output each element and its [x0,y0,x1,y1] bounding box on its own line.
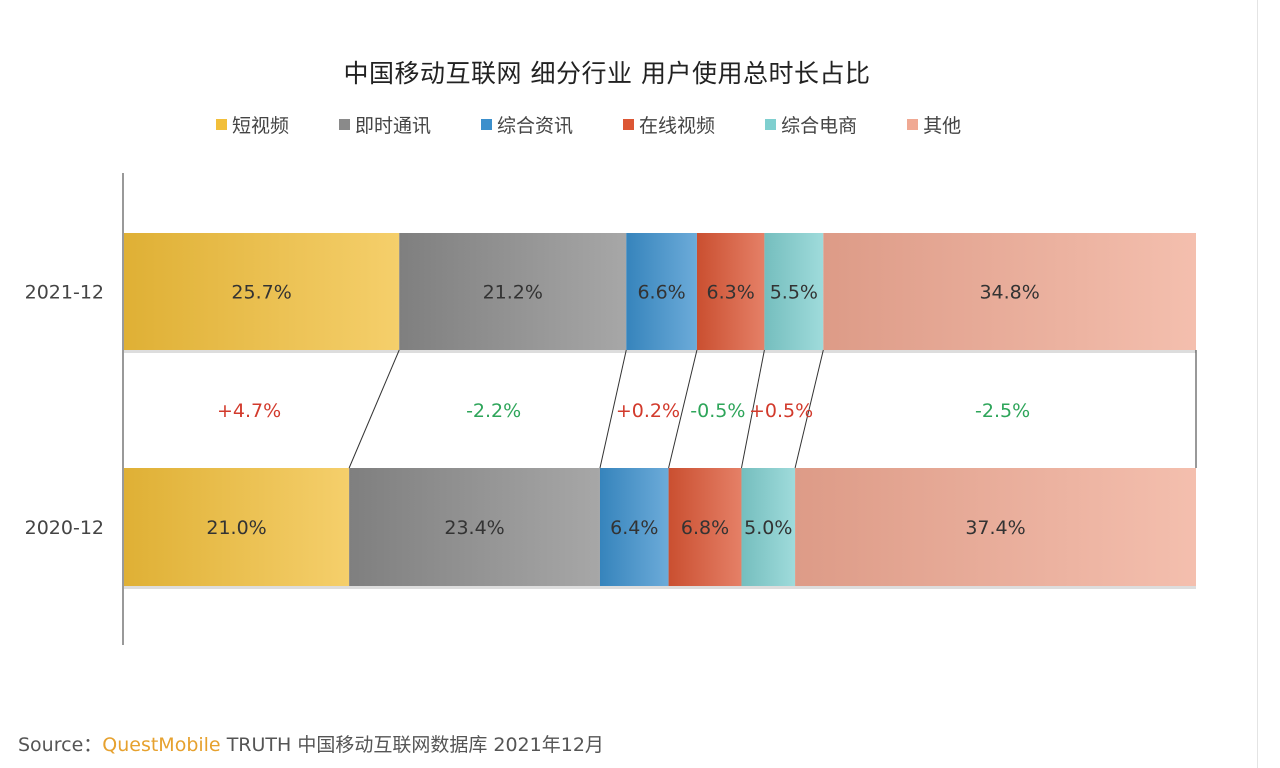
connector-line [740,349,765,469]
legend-swatch [907,119,919,130]
bar-segment [696,233,765,350]
legend-label: 即时通讯 [355,115,432,137]
bar-segment [823,233,1196,350]
data-label: 5.5% [770,282,818,304]
legend-item: 综合资讯 [481,111,573,138]
legend-swatch [339,119,351,130]
connector-line [668,349,698,469]
bar-segment [795,468,1196,586]
change-label: -2.2% [466,400,521,422]
category-label: 2021-12 [25,282,104,304]
connector-line [599,349,627,469]
legend-swatch [623,119,635,130]
page-edge-divider [1257,0,1258,768]
change-label: +0.2% [616,400,680,422]
data-label: 6.6% [637,282,685,304]
data-label: 6.8% [681,517,729,539]
legend: 短视频 即时通讯 综合资讯 在线视频 综合电商 其他 [216,111,1011,138]
bar-segment [399,233,627,350]
data-label: 34.8% [979,282,1039,304]
data-label: 21.2% [483,282,543,304]
connector-line [348,349,400,469]
data-label: 21.0% [206,517,266,539]
connector-line [794,349,824,469]
data-label: 6.3% [707,282,755,304]
legend-swatch [216,119,227,130]
bar-segment [764,233,824,350]
legend-swatch [481,119,493,130]
source-brand: QuestMobile [102,734,221,756]
legend-label: 在线视频 [639,115,716,137]
bar-segment [124,233,400,350]
data-label: 37.4% [965,517,1025,539]
change-label: -0.5% [690,400,745,422]
bar-shadow [124,350,1196,353]
legend-item: 即时通讯 [339,111,431,138]
bar-segment [124,468,350,586]
source-prefix: Source： [18,734,103,756]
legend-label: 短视频 [232,115,290,137]
change-label: -2.5% [975,400,1030,422]
data-label: 6.4% [610,517,658,539]
legend-label: 综合资讯 [497,115,574,137]
legend-label: 其他 [923,115,962,137]
bar-segment [626,233,697,350]
bar-segment [349,468,600,586]
legend-item: 其他 [907,111,961,138]
chart-title: 中国移动互联网 细分行业 用户使用总时长占比 [343,59,871,88]
source-note: Source：QuestMobile TRUTH 中国移动互联网数据库 2021… [18,730,604,757]
legend-item: 综合电商 [765,111,857,138]
bar-shadow [124,586,1196,589]
category-label: 2020-12 [25,517,104,539]
bar-segment [668,468,742,586]
change-label: +4.7% [217,400,281,422]
change-label: +0.5% [749,400,813,422]
data-label: 23.4% [444,517,504,539]
legend-label: 综合电商 [781,115,858,137]
source-text: TRUTH 中国移动互联网数据库 2021年12月 [226,734,604,756]
data-label: 25.7% [231,282,291,304]
data-label: 5.0% [744,517,792,539]
legend-item: 短视频 [216,111,289,138]
bar-segment [741,468,796,586]
legend-swatch [765,119,777,130]
bar-segment [599,468,669,586]
legend-item: 在线视频 [623,111,715,138]
